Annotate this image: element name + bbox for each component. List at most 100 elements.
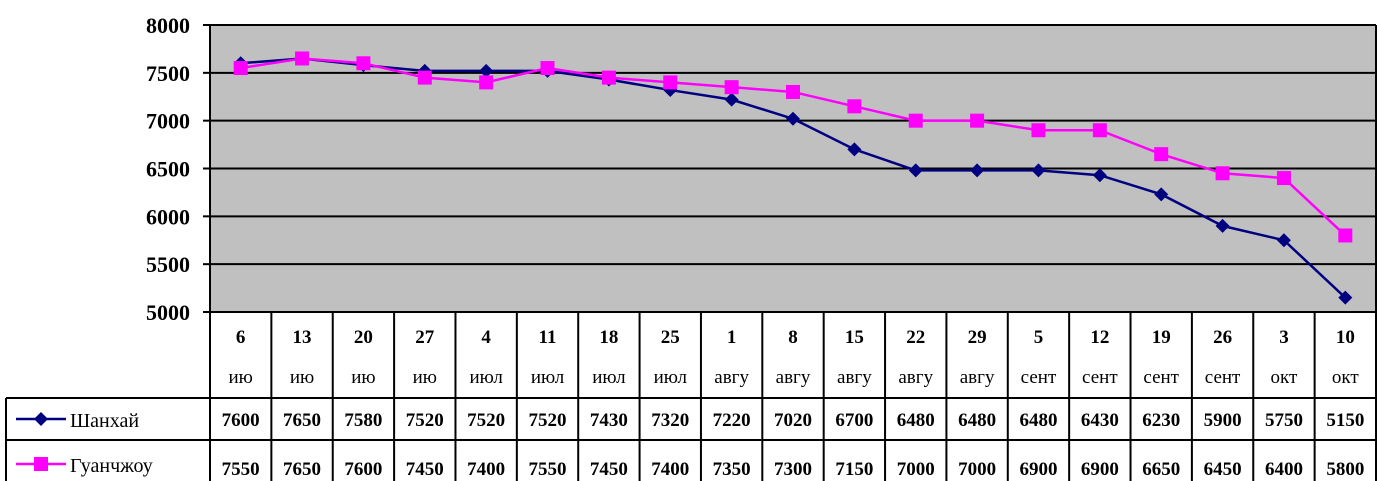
data-point <box>233 61 248 76</box>
data-label: 7320 <box>651 410 689 431</box>
data-point <box>847 99 862 114</box>
legend-label: Гуанчжоу <box>70 455 153 477</box>
data-label: 7550 <box>529 459 567 480</box>
data-point <box>1031 123 1046 138</box>
legend-marker <box>34 457 48 471</box>
data-label: 6400 <box>1265 459 1303 480</box>
x-tick-label-month: окт <box>1332 367 1359 388</box>
x-tick-label-month: сент <box>1021 367 1057 388</box>
x-tick-label-day: 13 <box>293 327 312 348</box>
data-point <box>786 84 800 99</box>
data-label: 6230 <box>1142 410 1180 431</box>
x-tick-label-month: авгу <box>714 367 749 388</box>
data-point <box>1031 163 1046 178</box>
data-point <box>1154 147 1169 162</box>
x-tick-label-month: ию <box>351 367 375 388</box>
data-point <box>540 61 555 76</box>
x-tick-label-day: 11 <box>539 327 557 348</box>
data-label: 7600 <box>344 459 382 480</box>
y-tick-label: 7500 <box>146 61 190 86</box>
x-tick-label-day: 6 <box>236 327 246 348</box>
data-label: 6900 <box>1081 459 1119 480</box>
x-tick-label-month: сент <box>1205 367 1241 388</box>
data-point <box>417 70 432 85</box>
data-label: 7520 <box>406 410 444 431</box>
x-tick-label-day: 19 <box>1152 327 1171 348</box>
data-label: 7520 <box>467 410 505 431</box>
data-point <box>908 163 923 178</box>
data-point <box>847 142 862 157</box>
data-label: 7450 <box>590 459 628 480</box>
data-label: 7650 <box>283 410 321 431</box>
data-label: 7000 <box>958 459 996 480</box>
data-point <box>601 70 616 85</box>
data-label: 5900 <box>1204 410 1242 431</box>
data-label: 7550 <box>222 459 260 480</box>
y-tick-label: 6500 <box>146 157 190 182</box>
data-label: 6480 <box>958 410 996 431</box>
data-label: 6480 <box>897 410 935 431</box>
x-tick-label-day: 4 <box>481 327 491 348</box>
data-label: 7220 <box>713 410 751 431</box>
x-tick-label-month: авгу <box>776 367 811 388</box>
x-tick-label-day: 15 <box>845 327 864 348</box>
x-tick-label-day: 1 <box>727 327 737 348</box>
data-point <box>908 113 923 128</box>
data-label: 7020 <box>774 410 812 431</box>
data-point <box>1338 290 1353 305</box>
data-label: 6900 <box>1019 459 1057 480</box>
data-label: 6650 <box>1142 459 1180 480</box>
x-tick-label-month: ию <box>413 367 437 388</box>
x-tick-label-day: 3 <box>1279 327 1289 348</box>
x-tick-label-day: 10 <box>1336 327 1355 348</box>
x-tick-label-day: 12 <box>1090 327 1109 348</box>
x-tick-label-day: 5 <box>1034 327 1044 348</box>
data-label: 6450 <box>1204 459 1242 480</box>
x-tick-label-day: 22 <box>906 327 925 348</box>
data-label: 6430 <box>1081 410 1119 431</box>
data-point <box>724 92 739 107</box>
data-label: 7150 <box>835 459 873 480</box>
data-point <box>1092 168 1107 183</box>
data-label: 7400 <box>467 459 505 480</box>
x-tick-label-day: 25 <box>661 327 680 348</box>
data-label: 7350 <box>713 459 751 480</box>
data-point <box>724 80 739 95</box>
data-point <box>1276 233 1291 248</box>
x-tick-label-month: июл <box>469 367 503 388</box>
data-point <box>786 111 800 126</box>
data-label: 7520 <box>529 410 567 431</box>
data-label: 5750 <box>1265 410 1303 431</box>
x-tick-label-day: 27 <box>415 327 435 348</box>
x-tick-label-month: сент <box>1143 367 1179 388</box>
y-axis: 8000 7500 7000 6500 6000 5500 5000 <box>146 13 211 325</box>
y-tick-label: 5500 <box>146 252 190 277</box>
data-point <box>1276 171 1291 186</box>
data-point <box>295 51 310 66</box>
data-point <box>479 75 494 90</box>
data-point <box>1092 123 1107 138</box>
data-label: 7000 <box>897 459 935 480</box>
data-point <box>663 75 678 90</box>
legend-label: Шанхай <box>70 410 139 432</box>
data-point <box>1154 187 1169 202</box>
x-tick-label-month: авгу <box>837 367 872 388</box>
data-label: 7650 <box>283 459 321 480</box>
x-tick-label-month: авгу <box>960 367 995 388</box>
x-tick-label-month: июл <box>592 367 626 388</box>
x-tick-label-month: авгу <box>898 367 933 388</box>
x-tick-label-day: 29 <box>968 327 987 348</box>
data-point <box>479 63 494 78</box>
x-tick-label-month: июл <box>654 367 688 388</box>
data-point <box>970 113 985 128</box>
x-tick-label-day: 8 <box>788 327 798 348</box>
x-tick-label-month: ию <box>290 367 314 388</box>
data-point <box>356 56 371 71</box>
data-label: 7400 <box>651 459 689 480</box>
data-label: 7300 <box>774 459 812 480</box>
x-tick-label-day: 20 <box>354 327 373 348</box>
x-tick-label-month: окт <box>1271 367 1298 388</box>
y-tick-label: 6000 <box>146 204 190 229</box>
x-tick-label-month: сент <box>1082 367 1118 388</box>
